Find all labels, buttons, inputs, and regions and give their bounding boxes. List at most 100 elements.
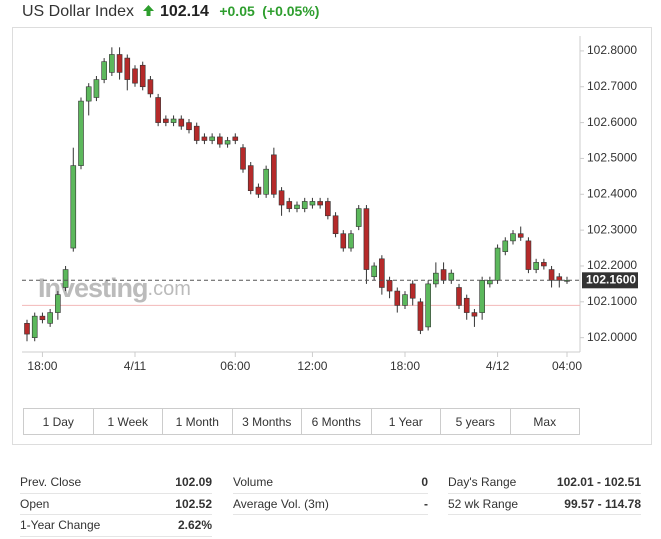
stat-value: 0	[421, 475, 428, 490]
watermark-brand: Investing	[38, 273, 148, 303]
candle-body	[39, 315, 46, 321]
candle-body	[471, 312, 478, 317]
candle-body	[163, 118, 169, 123]
candle-body	[232, 136, 239, 141]
y-tick-label: 102.8000	[587, 43, 637, 57]
x-tick-label: 18:00	[27, 359, 57, 373]
stat-value: 99.57 - 114.78	[564, 496, 641, 511]
stat-value: 102.01 - 102.51	[556, 475, 641, 490]
header: US Dollar Index 102.14 +0.05 (+0.05%)	[22, 3, 319, 21]
candle-body	[217, 136, 223, 145]
candle-body	[386, 280, 393, 292]
candle-body	[116, 54, 123, 73]
candle-body	[24, 323, 30, 335]
watermark: Investing.com	[38, 273, 191, 303]
change: +0.05	[219, 3, 255, 19]
stat-value: 102.52	[175, 496, 212, 511]
candle-body	[101, 61, 107, 80]
candle-body	[278, 190, 285, 206]
stats-row: 52 wk Range 99.57 - 114.78	[448, 494, 641, 515]
title: US Dollar Index	[22, 3, 135, 20]
y-tick-label: 102.7000	[587, 79, 637, 93]
candle-body	[317, 201, 323, 206]
range-button[interactable]: 1 Month	[163, 409, 233, 434]
candle-body	[479, 280, 485, 313]
stats-row: Day's Range 102.01 - 102.51	[448, 472, 641, 494]
candle-body	[332, 215, 339, 235]
candle-body	[47, 312, 53, 324]
y-tick-label: 102.4000	[587, 186, 637, 200]
range-button[interactable]: 3 Months	[233, 409, 302, 434]
candle-body	[417, 301, 424, 331]
candle-body	[139, 64, 146, 88]
candle-body	[502, 240, 509, 252]
stat-label: Volume	[233, 475, 274, 490]
x-tick-label: 4/12	[486, 359, 510, 373]
candle-body	[209, 136, 215, 141]
candle-body	[78, 100, 84, 166]
candle-body	[255, 186, 262, 195]
range-button[interactable]: 1 Year	[372, 409, 441, 434]
stats-row: 1-Year Change 2.62%	[20, 515, 212, 537]
price: 102.14	[159, 3, 209, 20]
range-button[interactable]: Max	[533, 414, 557, 429]
candle-body	[348, 233, 354, 249]
candle-body	[487, 280, 493, 285]
candle-body	[325, 201, 331, 217]
stat-label: Prev. Close	[20, 475, 82, 490]
candle-body	[533, 262, 539, 270]
candle-body	[201, 136, 208, 141]
candle-body	[425, 283, 431, 328]
stats-row: Average Vol. (3m) -	[233, 494, 428, 515]
range-button[interactable]: 1 Day	[24, 409, 94, 434]
candle-body	[170, 118, 177, 123]
candle-body	[301, 201, 308, 209]
candle-body	[186, 122, 192, 131]
range-button[interactable]: 1 Week	[94, 409, 163, 434]
candle-body	[240, 147, 246, 170]
candle-body	[556, 276, 563, 281]
y-tick-label: 102.5000	[587, 151, 637, 165]
y-tick-label: 102.1000	[587, 294, 637, 308]
stats-row: Open 102.52	[20, 494, 212, 515]
candle-body	[247, 165, 254, 191]
candle-body	[193, 125, 200, 141]
candle-body	[294, 204, 300, 209]
range-button[interactable]: 6 Months	[302, 409, 372, 434]
candle-body	[155, 97, 161, 123]
last-price-label: 102.1600	[586, 272, 636, 286]
candle-body	[70, 165, 77, 249]
range-button[interactable]: 5 years	[441, 409, 511, 434]
candle-body	[340, 233, 347, 249]
candle-body	[286, 201, 293, 209]
stats-column: Day's Range 102.01 - 102.51 52 wk Range 99.…	[448, 472, 641, 515]
x-tick-label: 18:00	[390, 359, 420, 373]
stat-value: 102.09	[175, 475, 212, 490]
y-tick-label: 102.2000	[587, 258, 637, 272]
last-price-box	[582, 272, 638, 289]
candle-body	[433, 272, 439, 285]
stats-row: Prev. Close 102.09	[20, 472, 212, 494]
range-selector: 1 Day 1 Week 1 Month 3 Months 6 Months 1 Year…	[23, 408, 580, 435]
stats-column: Prev. Close 102.09 Open 102.52 1-Year Change…	[20, 472, 212, 537]
stat-label: 1-Year Change	[20, 518, 101, 533]
candle-body	[85, 86, 92, 102]
candle-body	[124, 57, 131, 80]
candle-body	[355, 208, 362, 227]
candle-body	[463, 297, 470, 313]
x-tick-label: 04:00	[552, 359, 582, 373]
candle-body	[62, 269, 69, 288]
candle-body	[510, 233, 516, 242]
candle-body	[31, 315, 38, 338]
stats-row: Volume 0	[233, 472, 428, 494]
stat-label: 52 wk Range	[448, 496, 519, 511]
x-tick-label: 12:00	[297, 359, 327, 373]
candle-body	[448, 272, 455, 281]
y-tick-label: 102.0000	[587, 330, 637, 344]
candle-body	[309, 201, 316, 206]
chart-frame	[12, 27, 652, 445]
stat-value: -	[424, 496, 428, 511]
x-tick-label: 06:00	[220, 359, 250, 373]
candle-body	[517, 233, 524, 238]
